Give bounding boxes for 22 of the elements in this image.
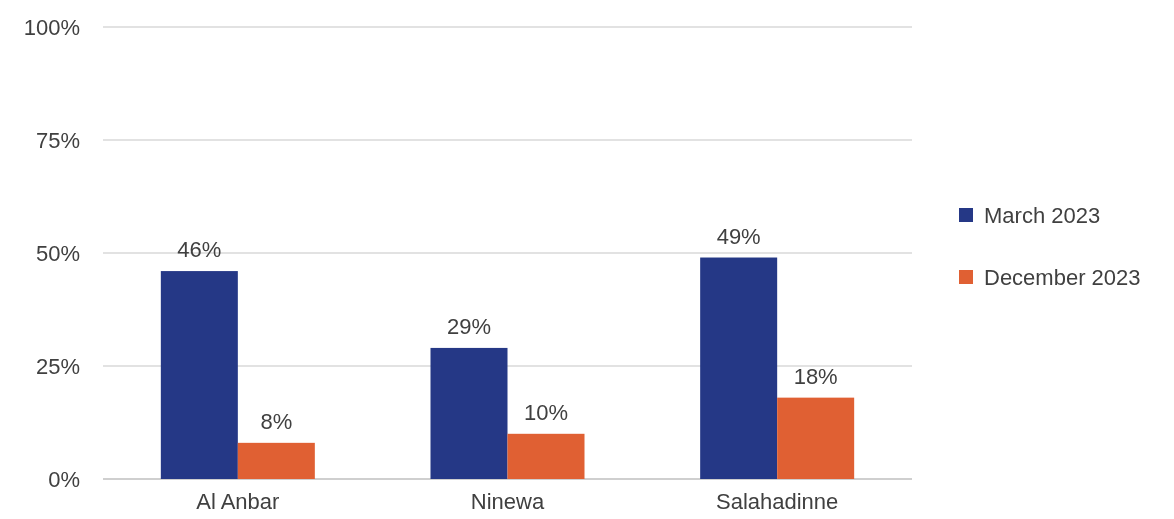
bar xyxy=(700,257,778,479)
bar xyxy=(160,271,238,479)
x-tick-label: Salahadinne xyxy=(715,489,839,514)
bar xyxy=(430,347,508,479)
y-tick-label: 0% xyxy=(48,466,80,492)
data-label: 49% xyxy=(716,223,761,249)
y-tick-label: 100% xyxy=(23,14,80,40)
data-label: 10% xyxy=(523,399,569,425)
bar xyxy=(777,397,855,479)
bar xyxy=(237,442,315,479)
x-tick-label: Al Anbar xyxy=(196,489,280,514)
data-label: 18% xyxy=(793,363,838,389)
y-tick-label: 50% xyxy=(35,240,80,266)
data-label: 8% xyxy=(260,408,293,434)
y-tick-label: 25% xyxy=(35,353,80,379)
x-tick-label: Ninewa xyxy=(470,489,545,514)
legend-label: March 2023 xyxy=(984,202,1101,228)
y-tick-label: 75% xyxy=(35,127,80,153)
bar xyxy=(507,433,585,479)
legend-label: December 2023 xyxy=(984,264,1141,290)
data-label: 29% xyxy=(446,313,492,339)
data-label: 46% xyxy=(177,237,222,263)
